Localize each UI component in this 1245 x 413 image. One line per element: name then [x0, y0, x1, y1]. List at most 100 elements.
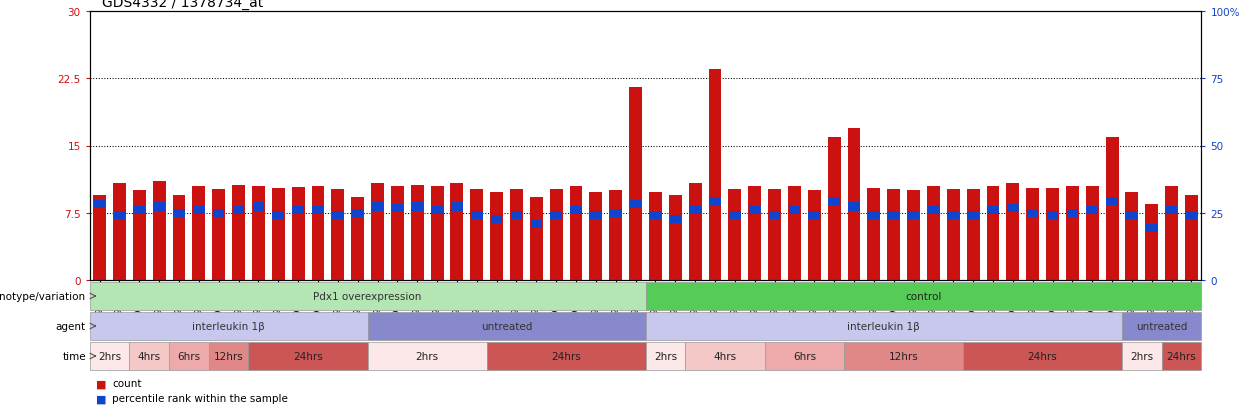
- Bar: [1185, 195, 1198, 280]
- Bar: [1007, 205, 1018, 213]
- Bar: [1027, 209, 1038, 217]
- Bar: [1122, 312, 1201, 340]
- Bar: [90, 342, 129, 370]
- Text: 4hrs: 4hrs: [713, 351, 737, 361]
- Bar: [1026, 188, 1040, 280]
- Bar: [1087, 206, 1098, 215]
- Bar: [153, 203, 164, 211]
- Bar: [411, 203, 423, 211]
- Bar: [173, 195, 186, 280]
- Bar: [431, 186, 443, 280]
- Bar: [649, 192, 662, 280]
- Text: ■: ■: [96, 378, 106, 388]
- Bar: [367, 342, 487, 370]
- Bar: [530, 221, 542, 229]
- Bar: [764, 342, 844, 370]
- Bar: [589, 192, 603, 280]
- Bar: [788, 206, 801, 215]
- Bar: [1006, 184, 1020, 280]
- Text: interleukin 1β: interleukin 1β: [848, 321, 920, 331]
- Text: 2hrs: 2hrs: [416, 351, 438, 361]
- Text: percentile rank within the sample: percentile rank within the sample: [112, 394, 288, 404]
- Bar: [928, 186, 940, 280]
- Bar: [670, 216, 681, 223]
- Bar: [1066, 186, 1079, 280]
- Bar: [213, 209, 224, 217]
- Bar: [491, 216, 503, 223]
- Text: 4hrs: 4hrs: [138, 351, 161, 361]
- Bar: [451, 203, 463, 211]
- Bar: [351, 197, 364, 280]
- Bar: [808, 191, 820, 280]
- Bar: [212, 189, 225, 280]
- Text: control: control: [905, 291, 941, 301]
- Bar: [868, 212, 880, 220]
- Bar: [129, 342, 169, 370]
- Bar: [113, 212, 126, 220]
- Bar: [1047, 212, 1058, 220]
- Bar: [808, 212, 820, 220]
- Bar: [645, 282, 1201, 310]
- Text: 12hrs: 12hrs: [889, 351, 919, 361]
- Bar: [173, 209, 184, 217]
- Bar: [391, 186, 403, 280]
- Bar: [1046, 188, 1059, 280]
- Bar: [768, 212, 781, 220]
- Bar: [710, 197, 721, 206]
- Bar: [273, 212, 284, 220]
- Bar: [249, 342, 367, 370]
- Bar: [749, 206, 761, 215]
- Bar: [590, 212, 601, 220]
- Bar: [570, 206, 581, 215]
- Bar: [947, 212, 959, 220]
- Text: 24hrs: 24hrs: [1027, 351, 1057, 361]
- Bar: [828, 197, 840, 206]
- Bar: [367, 312, 645, 340]
- Bar: [487, 342, 645, 370]
- Bar: [133, 191, 146, 280]
- Text: untreated: untreated: [1135, 321, 1188, 331]
- Bar: [908, 212, 919, 220]
- Bar: [1165, 186, 1178, 280]
- Bar: [848, 203, 860, 211]
- Bar: [392, 205, 403, 213]
- Bar: [1162, 342, 1201, 370]
- Bar: [1185, 212, 1198, 220]
- Text: ■: ■: [96, 394, 106, 404]
- Bar: [630, 200, 641, 208]
- Bar: [728, 189, 741, 280]
- Text: 6hrs: 6hrs: [793, 351, 815, 361]
- Bar: [828, 137, 840, 280]
- Bar: [471, 212, 483, 220]
- Text: time: time: [62, 351, 86, 361]
- Bar: [371, 184, 383, 280]
- Bar: [748, 186, 761, 280]
- Bar: [153, 182, 166, 280]
- Text: 2hrs: 2hrs: [654, 351, 677, 361]
- Text: 24hrs: 24hrs: [552, 351, 581, 361]
- Bar: [986, 186, 1000, 280]
- Bar: [609, 191, 622, 280]
- Text: 2hrs: 2hrs: [1130, 351, 1153, 361]
- Bar: [510, 189, 523, 280]
- Bar: [730, 212, 741, 220]
- Bar: [411, 185, 423, 280]
- Bar: [610, 209, 621, 217]
- Bar: [291, 187, 305, 280]
- Text: 6hrs: 6hrs: [177, 351, 200, 361]
- Bar: [788, 186, 801, 280]
- Bar: [332, 212, 344, 220]
- Text: 24hrs: 24hrs: [1167, 351, 1196, 361]
- Bar: [645, 342, 685, 370]
- Bar: [253, 203, 264, 211]
- Bar: [629, 88, 642, 280]
- Bar: [708, 70, 721, 280]
- Bar: [650, 212, 661, 220]
- Bar: [908, 191, 920, 280]
- Bar: [550, 189, 563, 280]
- Bar: [93, 195, 106, 280]
- Bar: [271, 188, 285, 280]
- Bar: [133, 206, 146, 215]
- Bar: [372, 203, 383, 211]
- Text: genotype/variation: genotype/variation: [0, 291, 86, 301]
